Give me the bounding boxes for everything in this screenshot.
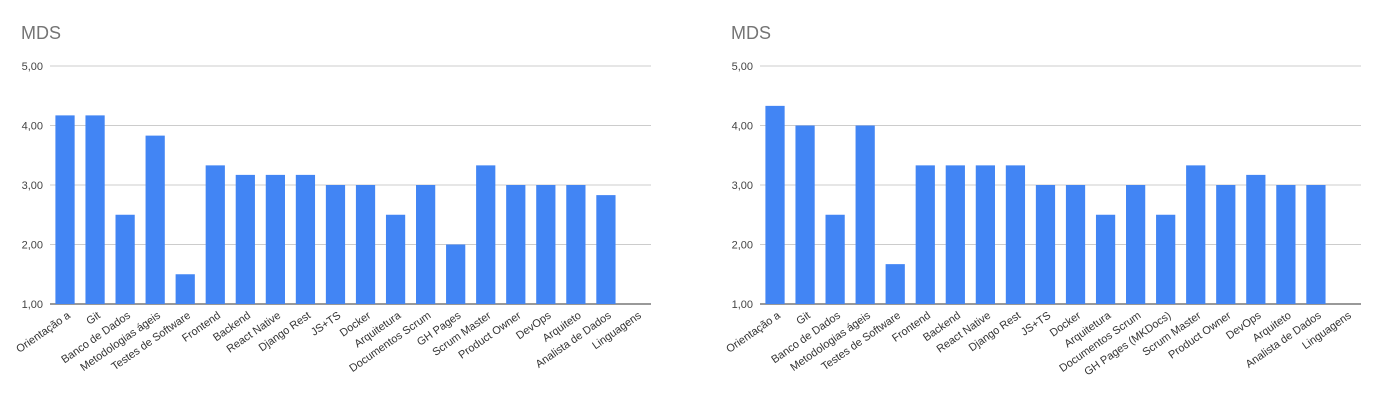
bar [145,135,165,304]
bar [536,185,556,304]
bar [1095,214,1116,304]
chart-title: MDS [731,23,771,43]
bar [1186,165,1206,304]
bar [765,105,785,305]
bar [825,214,845,304]
bar [325,185,346,304]
bar [945,165,965,304]
bar [1246,174,1266,304]
y-tick-label: 2,00 [22,240,43,252]
bar [1126,185,1146,304]
bar [795,125,815,304]
x-tick-label: Git [794,310,812,328]
bar [1306,185,1326,304]
bar [235,174,255,304]
bar [385,214,406,304]
bar [446,244,466,304]
x-tick-label: JS+TS [309,310,343,339]
bar [175,274,195,304]
bar [55,115,75,304]
bar [855,125,875,304]
y-tick-label: 4,00 [732,121,753,133]
bar [506,185,526,304]
y-tick-label: 1,00 [22,299,43,311]
bar [1156,214,1176,304]
y-tick-label: 2,00 [732,240,753,252]
bar [915,165,935,304]
chart-title: MDS [21,23,61,43]
x-tick-label: JS+TS [1019,310,1053,339]
bar [1005,165,1026,304]
bar [566,185,586,304]
bar [1276,185,1296,304]
y-tick-label: 3,00 [22,180,43,192]
bar [885,264,905,304]
bar [355,185,376,304]
y-tick-label: 5,00 [732,61,753,73]
bar [295,174,316,304]
bar [1216,185,1236,304]
bar [205,165,225,304]
y-tick-label: 3,00 [732,180,753,192]
bar [265,174,285,304]
bar [1035,185,1056,304]
bar [476,165,496,304]
bar [596,195,616,304]
bar [115,214,135,304]
bar [416,185,436,304]
bar [975,165,995,304]
x-tick-label: Orientação a [14,309,73,355]
x-tick-label: Orientação a [724,309,783,355]
bar [1065,185,1086,304]
chart-panel-right: MDS 1,00 2,00 3,00 4,00 5,00 Orientação a Git B… [710,0,1380,415]
chart-panel-left: MDS 1,00 2,00 3,00 4,00 5,00 Orientação a Git B… [14,23,651,375]
y-tick-label: 5,00 [22,61,43,73]
y-tick-label: 1,00 [732,299,753,311]
y-tick-label: 4,00 [22,121,43,133]
x-tick-label: Git [84,310,102,328]
bar [85,115,105,304]
